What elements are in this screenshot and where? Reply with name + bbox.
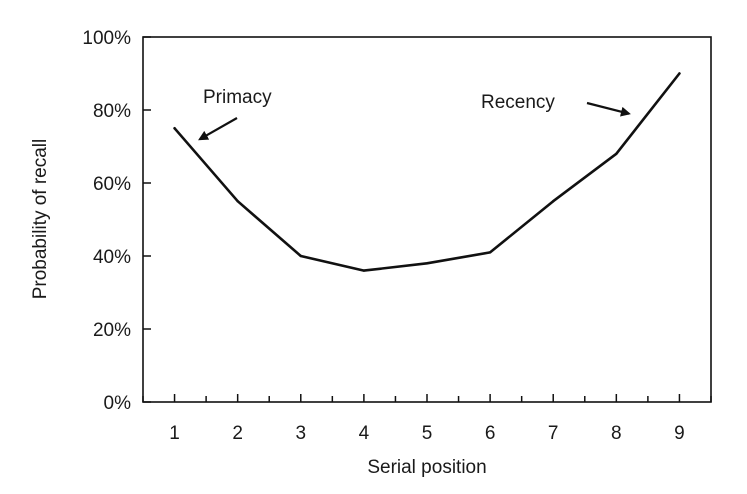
x-axis-ticks: 1 2 3 4 5 6 7 8 9 xyxy=(142,394,712,444)
data-point xyxy=(615,152,618,155)
annotation-arrow xyxy=(198,117,238,141)
y-tick-label: 80% xyxy=(93,101,131,122)
data-point xyxy=(678,72,681,75)
series-layer xyxy=(173,72,681,272)
data-point xyxy=(488,251,492,254)
x-tick-label: 7 xyxy=(548,423,559,444)
x-axis-label: Serial position xyxy=(367,457,486,478)
annotation-label: Primacy xyxy=(203,87,272,108)
data-point xyxy=(173,127,176,130)
x-tick-label: 9 xyxy=(674,423,685,444)
x-tick-label: 5 xyxy=(422,423,433,444)
x-tick-label: 4 xyxy=(359,423,370,444)
data-point xyxy=(425,262,429,265)
y-axis-label: Probability of recall xyxy=(30,139,51,300)
annotation-arrow xyxy=(586,101,631,117)
y-tick-label: 60% xyxy=(93,174,131,195)
annotation-layer: Primacy Recency xyxy=(198,87,631,141)
x-tick-label: 8 xyxy=(611,423,622,444)
data-point xyxy=(552,200,555,203)
y-tick-label: 0% xyxy=(104,393,132,414)
y-tick-label: 100% xyxy=(82,28,131,49)
x-tick-label: 3 xyxy=(295,423,306,444)
data-point xyxy=(299,254,302,258)
x-tick-label: 6 xyxy=(485,423,496,444)
x-tick-label: 2 xyxy=(232,423,243,444)
y-tick-label: 20% xyxy=(93,320,131,341)
x-tick-label: 1 xyxy=(169,423,180,444)
y-tick-label: 40% xyxy=(93,247,131,268)
y-axis-ticks: 0% 20% 40% 60% 80% 100% xyxy=(82,28,151,414)
data-point xyxy=(362,269,366,272)
annotation-label: Recency xyxy=(481,92,555,113)
data-point xyxy=(236,200,239,203)
